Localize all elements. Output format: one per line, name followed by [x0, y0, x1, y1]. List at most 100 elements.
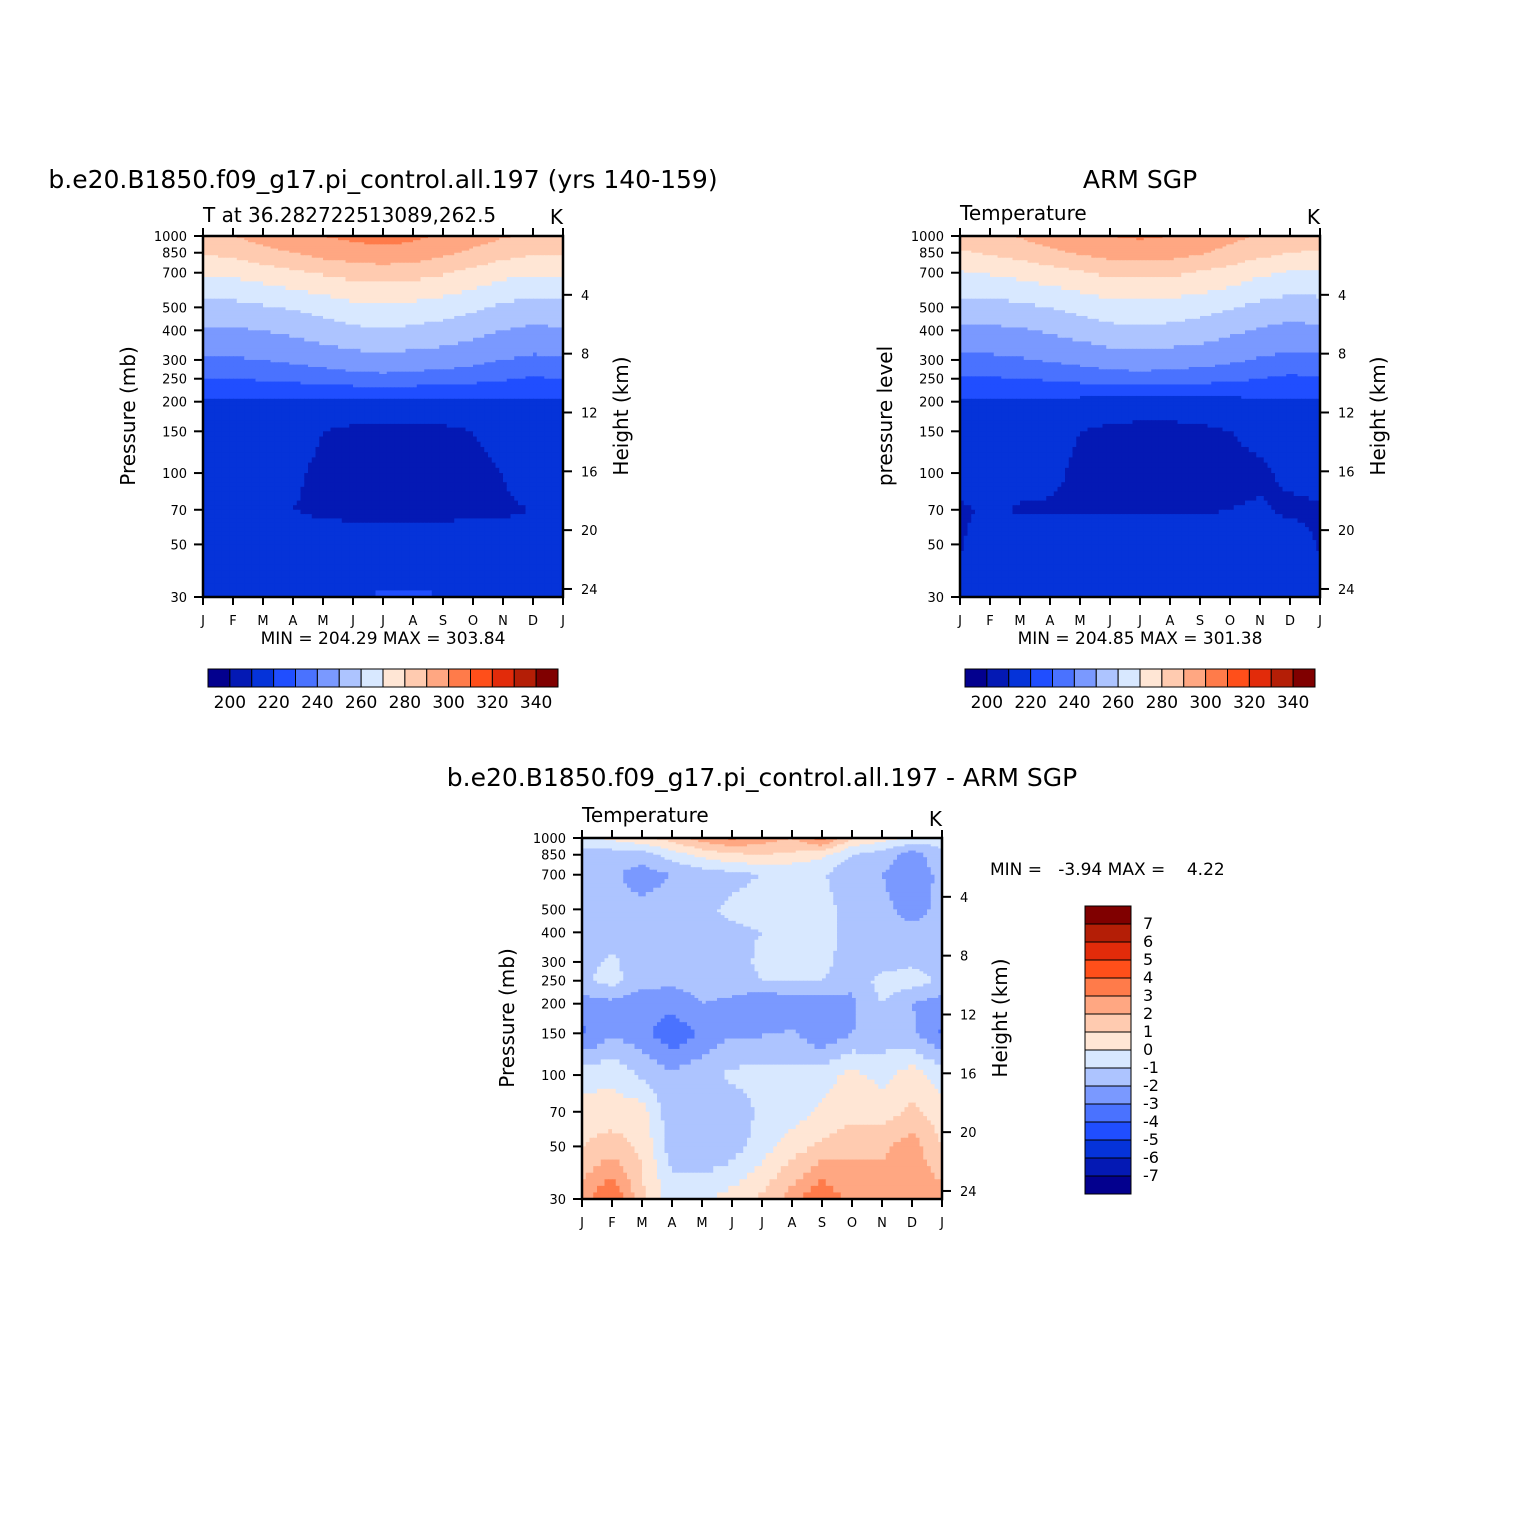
colorbar-swatch [1084, 941, 1132, 961]
y-tick-label: 50 [927, 538, 944, 553]
y2-tick-label: 12 [1338, 406, 1355, 421]
x-tick-label: O [468, 614, 478, 629]
colorbar-label: 280 [1146, 693, 1178, 713]
x-tick-label: J [200, 614, 205, 629]
x-tick-label: S [1196, 614, 1204, 629]
y2-tick-label: 8 [1338, 348, 1346, 363]
y-tick-label: 150 [162, 425, 187, 440]
colorbar-swatch [295, 668, 318, 688]
y2-tick-label: 24 [581, 583, 598, 598]
x-tick-label: M [317, 614, 328, 629]
y-tick-label: 850 [919, 247, 944, 262]
y-tick-label: 150 [541, 1027, 566, 1042]
colorbar-swatch [273, 668, 296, 688]
colorbar-label: 320 [476, 693, 508, 713]
x-tick-label: N [877, 1216, 887, 1231]
panel-model-y2label: Height (km) [609, 356, 633, 475]
colorbar-swatch [448, 668, 471, 688]
colorbar-swatch [1205, 668, 1228, 688]
colorbar-swatch [1084, 977, 1132, 997]
panel-model-colorbar: 200 220 240 260 280 300 320 340 [207, 668, 559, 713]
x-tick-label: F [986, 614, 993, 629]
panel-obs-contours [960, 236, 1320, 597]
colorbar-swatch [513, 668, 537, 688]
y2-tick-label: 20 [960, 1126, 977, 1141]
colorbar-swatch [1084, 1175, 1132, 1195]
x-tick-label: J [1317, 614, 1322, 629]
colorbar-swatch [1183, 668, 1207, 688]
x-tick-label: F [608, 1216, 615, 1231]
y2-tick-label: 4 [581, 289, 589, 304]
x-tick-label: N [498, 614, 508, 629]
panel-obs: ARM SGP Temperature K J F M A M J J A S O N D J 1000 8… [873, 165, 1390, 713]
colorbar-swatch [1084, 905, 1132, 925]
y-tick-label: 50 [549, 1140, 566, 1155]
y2-tick-label: 12 [960, 1008, 977, 1023]
panel-diff: b.e20.B1850.f09_g17.pi_control.all.197 -… [447, 763, 1225, 1231]
colorbar-swatch [382, 668, 406, 688]
x-tick-label: M [696, 1216, 707, 1231]
y2-tick-label: 16 [1338, 465, 1355, 480]
colorbar-swatch [1139, 668, 1163, 688]
y-tick-label: 100 [162, 467, 187, 482]
x-tick-label: M [636, 1216, 647, 1231]
colorbar-swatch [1270, 668, 1294, 688]
panel-obs-colorbar: 200 220 240 260 280 300 320 340 [964, 668, 1316, 713]
colorbar-swatch [1161, 668, 1185, 688]
y-tick-label: 850 [541, 849, 566, 864]
y-tick-label: 400 [919, 324, 944, 339]
y-tick-label: 700 [919, 267, 944, 282]
y-tick-label: 1000 [911, 230, 944, 245]
x-tick-label: D [528, 614, 538, 629]
colorbar-swatch [251, 668, 275, 688]
y-tick-label: 30 [927, 591, 944, 606]
y2-tick-label: 16 [581, 465, 598, 480]
y-tick-label: 70 [927, 504, 944, 519]
colorbar-swatch [1084, 959, 1132, 979]
colorbar-label: 220 [257, 693, 289, 713]
colorbar-swatch [1052, 668, 1075, 688]
colorbar-label: 280 [389, 693, 421, 713]
panel-obs-field [960, 236, 1320, 597]
colorbar-label: 5 [1143, 950, 1153, 969]
colorbar-label: 240 [301, 693, 333, 713]
colorbar-label: 200 [971, 693, 1003, 713]
colorbar-label: 6 [1143, 932, 1153, 951]
colorbar-label: -6 [1143, 1148, 1159, 1167]
colorbar-swatch [1084, 1103, 1132, 1123]
panel-model-ylabel: Pressure (mb) [116, 346, 140, 486]
y-tick-label: 850 [162, 247, 187, 262]
colorbar-swatch [964, 668, 988, 688]
x-tick-label: A [1166, 614, 1175, 629]
colorbar-label: 4 [1143, 968, 1153, 987]
colorbar-label: 320 [1233, 693, 1265, 713]
y2-tick-label: 20 [1338, 524, 1355, 539]
colorbar-swatch [1248, 668, 1272, 688]
panel-model-field [203, 236, 563, 597]
colorbar-swatch [1030, 668, 1053, 688]
panel-obs-stats: MIN = 204.85 MAX = 301.38 [1018, 629, 1263, 649]
panel-model-title: b.e20.B1850.f09_g17.pi_control.all.197 (… [48, 165, 717, 194]
y-tick-label: 500 [162, 301, 187, 316]
panel-model: b.e20.B1850.f09_g17.pi_control.all.197 (… [48, 165, 717, 713]
y2-tick-label: 24 [1338, 583, 1355, 598]
y2-tick-label: 24 [960, 1185, 977, 1200]
panel-diff-stats: MIN = -3.94 MAX = 4.22 [990, 860, 1225, 880]
x-tick-label: F [229, 614, 236, 629]
colorbar-label: 7 [1143, 914, 1153, 933]
y2-tick-label: 4 [1338, 289, 1346, 304]
colorbar-swatch [1084, 1049, 1132, 1069]
panel-diff-right-label: K [929, 807, 943, 831]
y-tick-label: 70 [170, 504, 187, 519]
colorbar-swatch [1008, 668, 1032, 688]
panel-diff-y2label: Height (km) [988, 958, 1012, 1077]
x-tick-label: J [957, 614, 962, 629]
colorbar-swatch [491, 668, 515, 688]
y-tick-label: 700 [162, 267, 187, 282]
x-tick-label: D [1285, 614, 1295, 629]
colorbar-swatch [1084, 1067, 1132, 1087]
panel-obs-right-label: K [1307, 205, 1321, 229]
y-tick-label: 300 [919, 354, 944, 369]
x-tick-label: D [907, 1216, 917, 1231]
